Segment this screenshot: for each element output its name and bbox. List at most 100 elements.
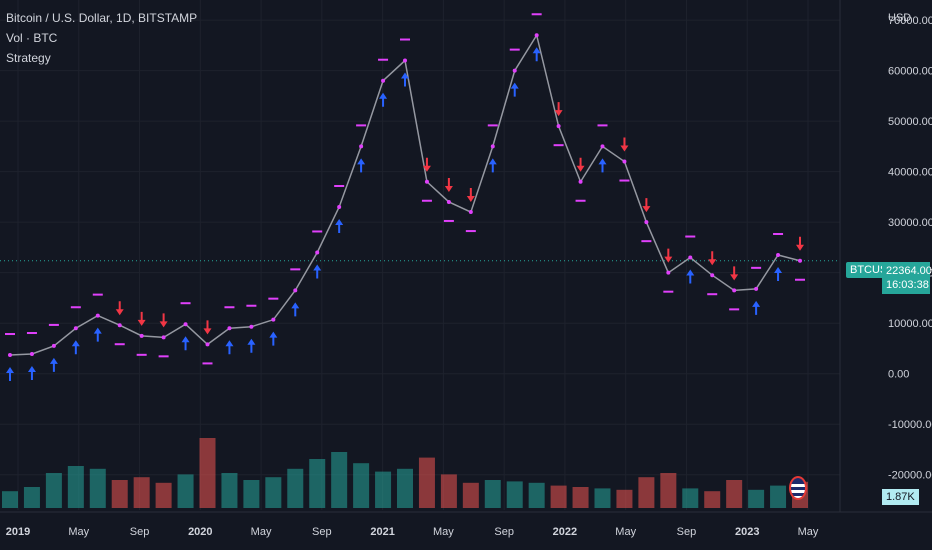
data-point: [205, 342, 210, 347]
volume-bar: [572, 487, 589, 508]
strategy-marker: [597, 124, 608, 127]
data-point: [381, 78, 386, 83]
data-point: [644, 220, 649, 225]
strategy-marker: [114, 343, 125, 346]
volume-bar: [594, 488, 611, 508]
data-point: [117, 323, 122, 328]
volume-bar: [353, 463, 370, 508]
buy-arrow: [247, 338, 256, 353]
y-tick-label: 60000.00: [888, 66, 932, 78]
strategy-marker: [202, 362, 213, 365]
strategy-marker: [421, 199, 432, 202]
currency-label: USD: [888, 12, 912, 24]
buy-arrow: [71, 340, 80, 355]
buy-arrow: [291, 302, 300, 317]
volume-bar: [506, 481, 523, 508]
buy-arrow: [269, 331, 278, 346]
volume-bar: [375, 471, 392, 508]
buy-arrow: [335, 219, 344, 234]
volume-bar: [704, 491, 721, 508]
x-tick-label: May: [68, 526, 89, 538]
buy-arrow: [752, 300, 761, 315]
data-point: [556, 124, 561, 129]
strategy-marker: [26, 332, 37, 335]
volume-bar: [748, 489, 765, 508]
data-point: [578, 179, 583, 184]
data-point: [490, 144, 495, 149]
chart-legend: Bitcoin / U.S. Dollar, 1D, BITSTAMP Vol …: [6, 8, 197, 68]
volume-bar: [23, 487, 40, 508]
strategy-marker: [575, 199, 586, 202]
strategy-marker: [443, 219, 454, 222]
buy-arrow: [379, 92, 388, 107]
data-point: [732, 288, 737, 293]
x-tick-label: 2021: [370, 526, 394, 538]
strategy-marker: [246, 304, 257, 307]
strategy-marker: [509, 48, 520, 51]
data-point: [95, 313, 100, 318]
data-point: [403, 58, 407, 63]
strategy-marker: [224, 306, 235, 309]
data-point: [73, 326, 78, 331]
volume-bar: [45, 473, 62, 508]
buy-arrow: [488, 158, 497, 173]
buy-arrow: [774, 267, 783, 281]
volume-bar: [111, 480, 128, 508]
volume-bar: [770, 485, 787, 508]
buy-arrow: [401, 72, 409, 87]
sell-arrow: [620, 137, 629, 152]
us-flag-icon[interactable]: [789, 476, 807, 500]
volume-indicator-label[interactable]: Vol · BTC: [6, 31, 58, 45]
strategy-marker: [158, 355, 169, 358]
sell-arrow: [554, 102, 563, 117]
strategy-marker: [773, 233, 784, 235]
sell-arrow: [137, 311, 146, 326]
volume-bar: [287, 468, 304, 508]
buy-arrow: [181, 336, 190, 351]
buy-arrow: [225, 340, 234, 355]
buy-arrow: [357, 158, 366, 173]
x-tick-label: May: [615, 526, 636, 538]
symbol-title[interactable]: Bitcoin / U.S. Dollar, 1D, BITSTAMP: [6, 11, 198, 25]
strategy-marker: [619, 179, 630, 182]
strategy-marker: [400, 38, 410, 41]
data-point: [468, 210, 473, 215]
sell-arrow: [576, 157, 585, 172]
volume-bar: [682, 488, 699, 508]
strategy-marker: [312, 230, 323, 233]
data-point: [293, 288, 298, 293]
strategy-marker: [180, 302, 191, 305]
volume-bar: [133, 477, 150, 508]
data-point: [227, 326, 232, 331]
data-point: [600, 144, 605, 149]
buy-arrow: [27, 366, 36, 381]
strategy-marker: [465, 230, 476, 233]
strategy-marker: [5, 333, 15, 336]
x-tick-label: May: [433, 526, 454, 538]
strategy-marker: [48, 323, 59, 326]
strategy-marker: [729, 308, 740, 311]
strategy-label[interactable]: Strategy: [6, 51, 51, 65]
strategy-marker: [685, 235, 696, 238]
x-tick-label: May: [798, 526, 819, 538]
strategy-marker: [641, 240, 652, 243]
volume-bar: [89, 468, 106, 508]
sell-arrow: [466, 188, 475, 203]
sell-arrow: [664, 248, 673, 263]
sell-arrow: [159, 313, 168, 328]
x-tick-label: 2022: [553, 526, 577, 538]
strategy-marker: [751, 266, 762, 269]
volume-bar: [2, 491, 18, 508]
data-point: [534, 33, 539, 38]
buy-arrow: [6, 367, 14, 382]
data-point: [139, 333, 144, 338]
data-point: [51, 343, 56, 348]
y-tick-label: 10000.00: [888, 318, 932, 330]
buy-arrow: [510, 82, 519, 97]
y-tick-label: 40000.00: [888, 167, 932, 179]
strategy-marker: [553, 144, 564, 147]
strategy-marker: [92, 293, 103, 296]
y-tick-label: 50000.00: [888, 116, 932, 128]
volume-tag: 1.87K: [882, 489, 919, 505]
